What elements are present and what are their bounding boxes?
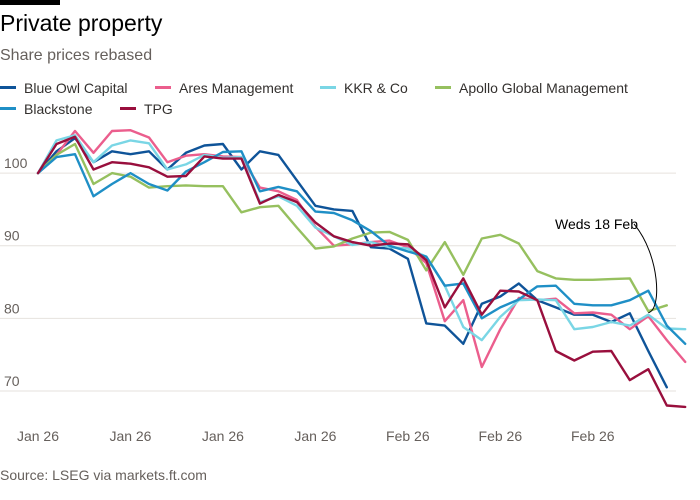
legend-item-tpg: TPG (120, 101, 173, 117)
x-tick-label: Jan 26 (202, 428, 244, 444)
legend-swatch (435, 85, 451, 89)
annotation: Weds 18 Feb (555, 216, 658, 314)
x-tick-label: Jan 26 (109, 428, 151, 444)
legend-label: Apollo Global Management (459, 80, 628, 96)
x-tick-label: Feb 26 (386, 428, 430, 444)
legend-label: Blackstone (24, 101, 93, 117)
x-tick-label: Jan 26 (294, 428, 336, 444)
series-line-blackstone (36, 150, 687, 345)
legend-item-blue-owl: Blue Owl Capital (0, 80, 128, 96)
legend-item-apollo: Apollo Global Management (435, 80, 628, 96)
series-line-apollo-global-management (36, 142, 668, 313)
brand-bar (0, 0, 60, 5)
y-tick-label-70: 70 (4, 373, 20, 389)
legend-label: Ares Management (179, 80, 294, 96)
series-line-kkr-co (36, 134, 687, 342)
x-tick-label: Feb 26 (571, 428, 615, 444)
legend-item-blackstone: Blackstone (0, 101, 92, 117)
legend-swatch (120, 106, 136, 110)
y-tick-label-100: 100 (4, 155, 28, 171)
series-lines (36, 128, 687, 409)
y-tick-label-80: 80 (4, 300, 20, 316)
annotation-label: Weds 18 Feb (555, 216, 638, 232)
x-tick-label: Jan 26 (17, 428, 59, 444)
annotation-leader-line (633, 223, 658, 314)
legend-swatch (320, 85, 336, 89)
legend-item-kkr: KKR & Co (320, 80, 408, 96)
series-line-tpg (36, 135, 687, 409)
legend-item-ares: Ares Management (155, 80, 293, 96)
legend-label: Blue Owl Capital (24, 80, 128, 96)
legend-swatch (155, 85, 171, 89)
x-tick-label: Feb 26 (479, 428, 523, 444)
source-note: Source: LSEG via markets.ft.com (0, 467, 207, 483)
y-tick-label-90: 90 (4, 228, 20, 244)
legend-swatch (0, 85, 16, 89)
legend-swatch (0, 106, 16, 110)
legend-label: KKR & Co (344, 80, 408, 96)
legend-label: TPG (144, 101, 173, 117)
chart-title: Private property (0, 10, 163, 36)
x-axis-ticks: Jan 26 Jan 26 Jan 26 Jan 26 Feb 26 Feb 26 Feb … (17, 428, 615, 444)
chart-subtitle: Share prices rebased (0, 47, 153, 64)
